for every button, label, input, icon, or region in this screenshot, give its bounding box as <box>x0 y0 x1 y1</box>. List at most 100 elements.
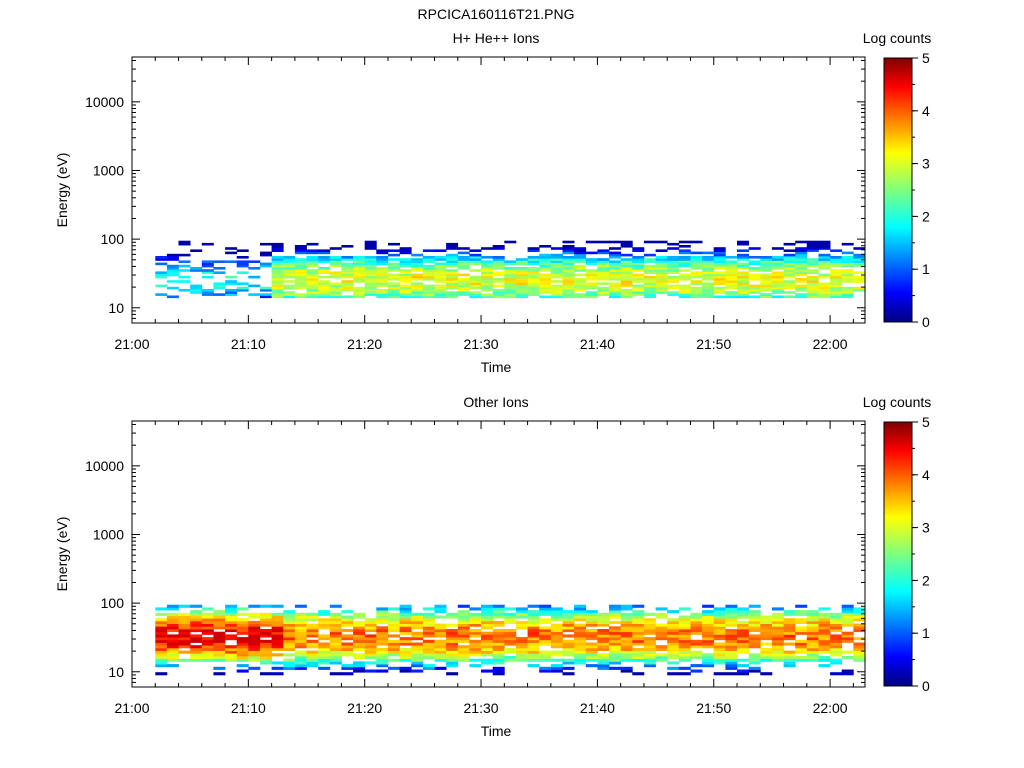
spectrogram-cell <box>271 615 284 619</box>
spectrogram-cell <box>632 650 645 654</box>
spectrogram-cell <box>364 669 377 673</box>
spectrogram-cell <box>178 642 191 646</box>
spectrogram-cell <box>260 642 272 646</box>
spectrogram-cell <box>562 293 575 296</box>
spectrogram-cell <box>853 658 866 662</box>
x-tick-label: 21:20 <box>347 336 382 352</box>
spectrogram-cell <box>341 629 354 633</box>
spectrogram-cell <box>737 672 749 676</box>
spectrogram-cell <box>713 642 726 646</box>
spectrogram-cell <box>492 607 505 611</box>
spectrogram-cell <box>748 618 761 622</box>
spectrogram-cell <box>434 610 447 614</box>
spectrogram-cell <box>678 631 691 635</box>
spectrogram-cell <box>818 282 831 285</box>
spectrogram-cell <box>411 612 424 616</box>
spectrogram-cell <box>248 620 261 624</box>
spectrogram-cell <box>725 256 738 259</box>
spectrogram-cell <box>597 637 610 641</box>
spectrogram-cell <box>446 264 459 268</box>
spectrogram-cell <box>294 286 307 290</box>
spectrogram-cell <box>550 262 563 266</box>
x-tick-label: 22:00 <box>813 700 848 716</box>
spectrogram-cell <box>213 286 226 290</box>
spectrogram-cell <box>841 260 854 263</box>
spectrogram-cell <box>574 269 587 272</box>
spectrogram-cell <box>434 291 447 294</box>
spectrogram-cell <box>329 650 342 654</box>
spectrogram-cell <box>411 626 424 630</box>
spectrogram-cell <box>783 656 796 660</box>
spectrogram-cell <box>294 634 307 638</box>
spectrogram-cell <box>260 620 272 624</box>
spectrogram-cell <box>655 286 668 290</box>
spectrogram-cell <box>376 620 389 624</box>
spectrogram-cell <box>690 623 703 627</box>
spectrogram-cell <box>667 645 680 649</box>
spectrogram-cell <box>213 626 226 630</box>
spectrogram-cell <box>713 618 726 622</box>
spectrogram-cell <box>446 631 459 635</box>
spectrogram-cell <box>481 295 493 299</box>
spectrogram-cell <box>411 623 424 627</box>
spectrogram-cell <box>818 620 831 624</box>
spectrogram-cell <box>399 607 412 611</box>
spectrogram-cell <box>539 658 552 662</box>
spectrogram-cell <box>562 661 575 665</box>
spectrogram-cell <box>527 623 540 627</box>
spectrogram-cell <box>457 284 470 288</box>
spectrogram-cell <box>411 282 424 285</box>
spectrogram-cell <box>283 664 296 668</box>
spectrogram-cell <box>760 623 773 627</box>
spectrogram-cell <box>504 631 517 635</box>
spectrogram-cell <box>481 653 493 657</box>
spectrogram-cell <box>690 626 703 630</box>
spectrogram-cell <box>702 604 715 608</box>
spectrogram-cell <box>585 615 598 619</box>
spectrogram-cell <box>737 612 749 616</box>
spectrogram-cell <box>411 658 424 662</box>
spectrogram-cell <box>166 639 179 643</box>
spectrogram-cell <box>574 267 587 270</box>
spectrogram-cell <box>643 260 656 263</box>
spectrogram-cell <box>434 286 447 290</box>
spectrogram-cell <box>318 256 331 259</box>
spectrogram-cell <box>632 284 645 288</box>
spectrogram-cell <box>399 631 412 635</box>
spectrogram-cell <box>574 286 587 290</box>
spectrogram-cell <box>353 620 366 624</box>
spectrogram-cell <box>853 256 866 259</box>
spectrogram-cell <box>853 247 866 250</box>
spectrogram-cell <box>830 269 843 272</box>
spectrogram-cell <box>364 618 377 622</box>
spectrogram-cell <box>306 631 319 635</box>
spectrogram-cell <box>783 637 796 641</box>
spectrogram-cell <box>527 247 540 250</box>
spectrogram-cell <box>492 267 505 270</box>
spectrogram-cell <box>469 642 482 646</box>
spectrogram-cell <box>329 626 342 630</box>
spectrogram-cell <box>201 293 214 296</box>
spectrogram-cell <box>376 618 389 622</box>
spectrogram-cell <box>353 267 366 270</box>
spectrogram-cell <box>527 642 540 646</box>
spectrogram-cell <box>504 275 517 279</box>
spectrogram-cell <box>422 615 435 619</box>
spectrogram-cell <box>562 642 575 646</box>
spectrogram-cell <box>713 647 726 651</box>
spectrogram-cell <box>504 240 517 244</box>
spectrogram-cell <box>446 656 459 660</box>
spectrogram-cell <box>166 664 179 668</box>
spectrogram-cell <box>516 639 528 643</box>
spectrogram-cell <box>818 264 831 268</box>
spectrogram-cell <box>690 295 703 299</box>
spectrogram-cell <box>597 615 610 619</box>
spectrogram-cell <box>434 284 447 288</box>
spectrogram-cell <box>725 620 738 624</box>
spectrogram-cell <box>702 661 715 665</box>
spectrogram-cell <box>260 623 272 627</box>
spectrogram-cell <box>853 623 866 627</box>
